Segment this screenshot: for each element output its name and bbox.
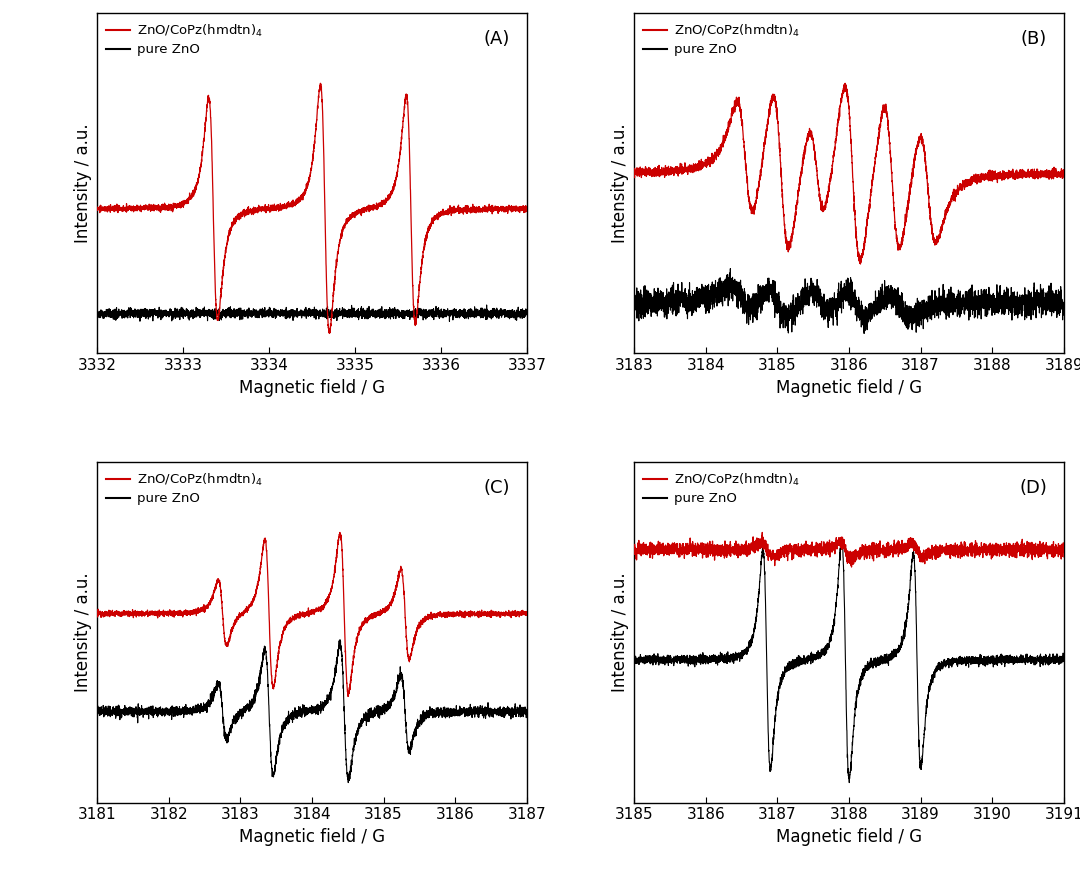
X-axis label: Magnetic field / G: Magnetic field / G — [239, 828, 386, 846]
Legend: ZnO/CoPz(hmdtn)$_4$, pure ZnO: ZnO/CoPz(hmdtn)$_4$, pure ZnO — [640, 19, 802, 59]
Legend: ZnO/CoPz(hmdtn)$_4$, pure ZnO: ZnO/CoPz(hmdtn)$_4$, pure ZnO — [104, 19, 266, 59]
X-axis label: Magnetic field / G: Magnetic field / G — [775, 379, 922, 397]
Text: (C): (C) — [484, 480, 510, 497]
Y-axis label: Intensity / a.u.: Intensity / a.u. — [610, 572, 629, 692]
Legend: ZnO/CoPz(hmdtn)$_4$, pure ZnO: ZnO/CoPz(hmdtn)$_4$, pure ZnO — [104, 469, 266, 508]
Text: (D): (D) — [1020, 480, 1048, 497]
Y-axis label: Intensity / a.u.: Intensity / a.u. — [73, 123, 92, 243]
Text: (B): (B) — [1021, 30, 1047, 49]
Y-axis label: Intensity / a.u.: Intensity / a.u. — [73, 572, 92, 692]
X-axis label: Magnetic field / G: Magnetic field / G — [775, 828, 922, 846]
X-axis label: Magnetic field / G: Magnetic field / G — [239, 379, 386, 397]
Legend: ZnO/CoPz(hmdtn)$_4$, pure ZnO: ZnO/CoPz(hmdtn)$_4$, pure ZnO — [640, 469, 802, 508]
Y-axis label: Intensity / a.u.: Intensity / a.u. — [610, 123, 629, 243]
Text: (A): (A) — [484, 30, 510, 49]
